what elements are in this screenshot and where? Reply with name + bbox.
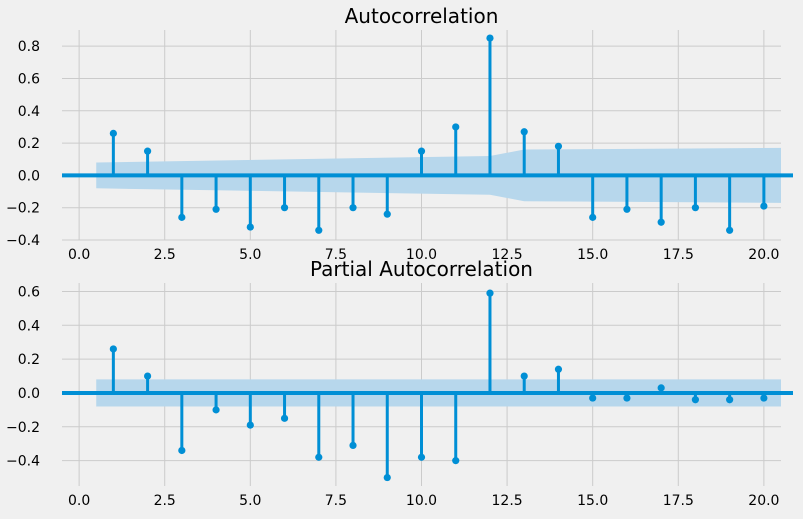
pacf-x-tick-label: 17.5	[663, 493, 694, 509]
pacf-x-tick-label: 5.0	[239, 493, 261, 509]
acf-point	[726, 226, 734, 234]
acf-y-tick-label: −0.4	[6, 233, 40, 249]
pacf-point	[383, 473, 391, 482]
acf-point	[383, 210, 391, 218]
pacf-x-tick-label: 12.5	[492, 493, 523, 509]
pacf-point	[417, 453, 426, 461]
acf-point	[109, 129, 117, 137]
pacf-y-tick-label: −0.2	[6, 420, 40, 436]
acf-point	[178, 213, 186, 221]
pacf-point	[760, 394, 768, 402]
pacf-title: Partial Autocorrelation	[310, 257, 533, 281]
pacf-x-tick-label: 0.0	[68, 493, 90, 509]
pacf-point	[520, 372, 528, 380]
acf-point	[212, 205, 220, 213]
pacf-y-tick-label: 0.0	[18, 386, 40, 402]
pacf-point	[623, 394, 631, 402]
acf-point	[417, 147, 426, 155]
acf-x-tick-label: 15.0	[577, 247, 608, 263]
acf-point	[520, 128, 528, 136]
acf-x-tick-label: 0.0	[68, 247, 90, 263]
acf-point	[246, 223, 254, 231]
acf-y-tick-label: 0.8	[18, 39, 40, 55]
pacf-point	[486, 289, 494, 297]
acf-point	[280, 204, 289, 212]
acf-point	[315, 226, 323, 234]
acf-point	[143, 147, 152, 155]
pacf-x-tick-label: 7.5	[325, 493, 347, 509]
pacf-point	[212, 406, 220, 414]
pacf-point	[589, 394, 597, 402]
acf-x-tick-label: 2.5	[154, 247, 176, 263]
acf-title: Autocorrelation	[345, 4, 499, 28]
pacf-point	[315, 453, 323, 461]
pacf-x-tick-label: 2.5	[154, 493, 176, 509]
pacf-panel: 0.0 2.5 5.0 7.5 10.0 12.5 15.0 17.5 20.0 −0.4 −0.2…	[6, 257, 793, 509]
pacf-point	[246, 421, 254, 429]
acf-point	[554, 142, 563, 150]
acf-panel: 0.0 2.5 5.0 7.5 10.0 12.5 15.0 17.5 20.0 −0.4 −0.2…	[6, 4, 793, 263]
acf-x-tick-label: 17.5	[663, 247, 694, 263]
acf-point	[760, 202, 768, 210]
acf-point	[486, 34, 494, 42]
acf-point	[452, 123, 460, 131]
pacf-point	[452, 457, 460, 465]
acf-point	[589, 213, 597, 221]
pacf-point	[178, 446, 186, 455]
pacf-point	[657, 384, 665, 392]
acf-y-tick-label: 0.4	[18, 104, 40, 120]
pacf-y-tick-label: 0.6	[18, 284, 40, 300]
pacf-x-tick-label: 10.0	[406, 493, 437, 509]
pacf-point	[143, 372, 152, 380]
acf-point	[623, 205, 631, 213]
acf-y-tick-label: −0.2	[6, 201, 40, 217]
acf-y-tick-label: 0.0	[18, 168, 40, 184]
acf-point	[349, 204, 357, 212]
pacf-x-tick-label: 15.0	[577, 493, 608, 509]
pacf-point	[726, 396, 734, 404]
acf-x-tick-label: 10.0	[406, 247, 437, 263]
pacf-y-tick-label: −0.4	[6, 454, 40, 470]
pacf-point	[109, 345, 117, 353]
acf-x-tick-label: 5.0	[239, 247, 261, 263]
pacf-point	[554, 365, 563, 373]
acf-y-tick-label: 0.2	[18, 136, 40, 152]
acf-x-tick-label: 20.0	[748, 247, 779, 263]
acf-point	[657, 218, 665, 226]
acf-point	[691, 204, 700, 212]
pacf-point	[349, 441, 357, 449]
acf-y-tick-label: 0.6	[18, 71, 40, 87]
pacf-x-tick-label: 20.0	[748, 493, 779, 509]
acf-x-tick-label: 12.5	[492, 247, 523, 263]
pacf-y-tick-label: 0.2	[18, 352, 40, 368]
pacf-point	[280, 414, 289, 422]
pacf-y-tick-label: 0.4	[18, 318, 40, 334]
acf-x-tick-label: 7.5	[325, 247, 347, 263]
pacf-point	[691, 396, 700, 404]
